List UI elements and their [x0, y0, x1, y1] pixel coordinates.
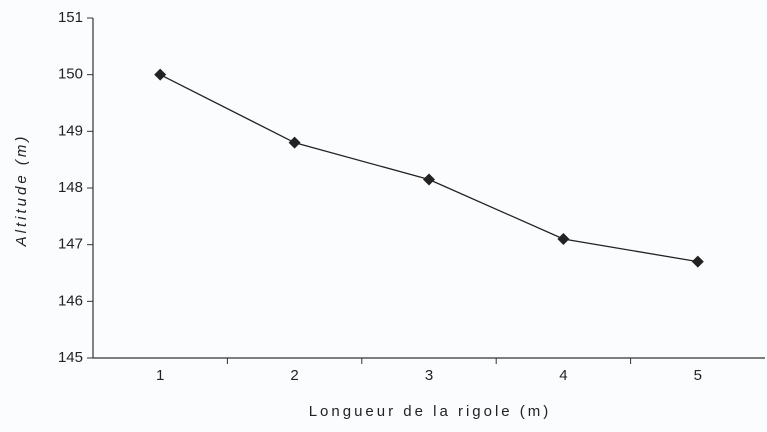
x-tick-label: 1: [156, 367, 164, 384]
x-tick-label: 4: [559, 367, 567, 384]
x-tick-label: 3: [425, 367, 433, 384]
x-tick-label: 2: [290, 367, 298, 384]
chart: Longueur de la rigole (m) Altitude (m) 1…: [0, 0, 767, 432]
y-tick-label: 147: [58, 236, 83, 253]
point-marker: [289, 137, 301, 149]
y-axis-title: Altitude (m): [13, 134, 30, 248]
y-tick-label: 146: [58, 292, 83, 309]
y-tick-label: 148: [58, 179, 83, 196]
point-marker: [423, 174, 435, 186]
x-axis-title: Longueur de la rigole (m): [309, 403, 552, 420]
x-tick-label: 5: [694, 367, 702, 384]
page: {"chart_data": {"type": "line", "x_label…: [0, 0, 767, 432]
y-tick-label: 145: [58, 349, 83, 366]
point-marker: [557, 233, 569, 245]
y-tick-label: 149: [58, 122, 83, 139]
y-tick-label: 151: [58, 9, 83, 26]
point-marker: [692, 256, 704, 268]
data-line: [160, 75, 698, 262]
point-marker: [154, 69, 166, 81]
y-tick-label: 150: [58, 66, 83, 83]
